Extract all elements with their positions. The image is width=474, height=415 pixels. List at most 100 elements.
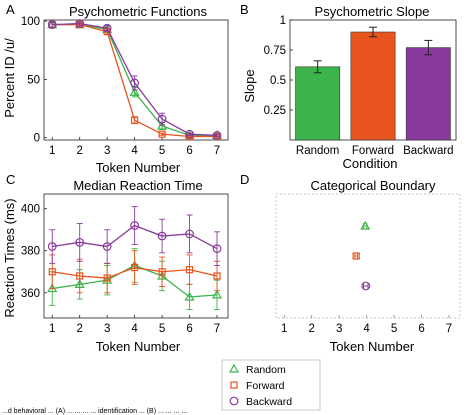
- legend-marker-random: [228, 363, 240, 373]
- y-tick-label: 380: [21, 246, 40, 258]
- y-tick-label: 360: [21, 288, 40, 300]
- panel-letter-c: C: [6, 172, 15, 187]
- plot-frame: [43, 19, 229, 141]
- data-point-backward: [75, 237, 85, 247]
- data-point-random: [211, 289, 223, 299]
- bar-forward: [350, 31, 396, 141]
- panel-letter-d: D: [240, 172, 249, 187]
- data-point-backward: [75, 19, 85, 28]
- y-tick-label: 100: [21, 16, 40, 28]
- y-tick-label: 0.25: [264, 105, 286, 117]
- x-tick-label: 4: [131, 145, 138, 157]
- x-tick-label: Forward: [352, 145, 394, 157]
- panel-a-xlabel: Token Number: [96, 160, 181, 175]
- panel-d-title: Categorical Boundary: [310, 178, 436, 193]
- x-tick-label: 3: [104, 145, 110, 157]
- figure-caption: ...d behavioral ... (A) ... ... ... ... …: [2, 408, 187, 415]
- x-tick-label: 2: [308, 323, 314, 335]
- bar-random: [295, 66, 341, 141]
- panel-b: B Psychometric Slope Condition Slope 0.2…: [240, 2, 457, 171]
- data-point-backward: [185, 129, 194, 139]
- x-tick-label: Random: [296, 145, 339, 157]
- panel-letter-b: B: [240, 2, 249, 17]
- data-point-random: [184, 291, 195, 301]
- panel-b-plot: 0.25 0.5 0.75 1 Random Forward Backward: [264, 15, 457, 157]
- data-point-backward: [361, 281, 371, 291]
- panel-c: C Median Reaction Time Token Number Reac…: [2, 172, 229, 354]
- panel-letter-a: A: [6, 2, 15, 17]
- data-point-backward: [130, 221, 140, 230]
- data-point-random: [47, 283, 58, 293]
- panel-d-xlabel: Token Number: [330, 339, 415, 354]
- plot-frame: [43, 193, 229, 319]
- panel-c-title: Median Reaction Time: [73, 178, 202, 193]
- data-point-forward: [76, 272, 84, 280]
- data-point-random: [157, 120, 168, 130]
- data-point-backward: [185, 229, 194, 239]
- x-tick-label: 2: [76, 145, 82, 157]
- data-point-backward: [47, 20, 57, 30]
- data-point-backward: [157, 231, 167, 241]
- x-tick-label: 5: [159, 145, 165, 157]
- x-tick-label: 5: [159, 323, 165, 335]
- legend-markers: [228, 363, 240, 406]
- data-point-forward: [185, 266, 194, 274]
- y-tick-label: 0.75: [264, 45, 286, 57]
- x-tick-label: 4: [131, 323, 138, 335]
- x-tick-label: 6: [186, 145, 192, 157]
- data-point-forward: [213, 272, 221, 280]
- x-tick-label: 2: [76, 323, 82, 335]
- data-point-backward: [47, 242, 57, 251]
- data-point-forward: [103, 274, 111, 282]
- x-tick-label: 4: [363, 323, 370, 335]
- data-point-forward: [158, 130, 166, 138]
- data-point-random: [129, 87, 140, 96]
- y-tick-label: 0: [34, 133, 40, 145]
- panel-b-ylabel: Slope: [242, 69, 257, 102]
- x-tick-label: 5: [391, 323, 397, 335]
- y-tick-label: 0.5: [270, 75, 286, 87]
- x-tick-label: 3: [104, 323, 110, 335]
- legend-marker-forward: [230, 381, 238, 389]
- x-tick-label: 1: [49, 323, 55, 335]
- data-point-backward: [212, 244, 222, 254]
- panel-b-xlabel: Condition: [343, 156, 398, 171]
- y-tick-label: 400: [21, 204, 40, 216]
- data-point-backward: [102, 23, 112, 33]
- data-point-random: [360, 220, 371, 230]
- x-tick-label: Backward: [403, 145, 454, 157]
- panel-c-xlabel: Token Number: [96, 339, 181, 354]
- plot-frame: [275, 193, 461, 319]
- bar-backward: [405, 47, 451, 141]
- data-point-forward: [48, 268, 56, 276]
- data-point-backward: [102, 242, 112, 251]
- panel-a-ylabel: Percent ID /u/: [2, 38, 17, 118]
- x-tick-label: 1: [281, 323, 287, 335]
- panel-c-plot: 1 2 3 4 5 6 7 360 380 400: [21, 193, 229, 335]
- data-point-backward: [157, 114, 167, 124]
- legend-label-random: Random: [246, 364, 286, 376]
- panel-d: D Categorical Boundary Token Number 1 2 3 4…: [240, 172, 461, 354]
- y-tick-label: 1: [280, 15, 286, 27]
- data-point-backward: [212, 130, 222, 140]
- data-point-forward: [352, 252, 360, 260]
- panel-a-plot: 1 2 3 4 5 6 7 0 50 100: [21, 16, 229, 157]
- panel-a: A Psychometric Functions Token Number Pe…: [2, 2, 229, 175]
- x-tick-label: 7: [214, 323, 220, 335]
- y-tick-label: 50: [27, 74, 40, 86]
- legend: Random Forward Backward: [221, 359, 321, 411]
- x-tick-label: 3: [336, 323, 342, 335]
- legend-marker-backward: [229, 396, 239, 406]
- panel-b-title: Psychometric Slope: [315, 4, 430, 19]
- panel-d-plot: 1 2 3 4 5 6 7: [275, 193, 461, 335]
- data-point-forward: [131, 116, 139, 124]
- legend-label-backward: Backward: [246, 396, 292, 408]
- x-tick-label: 6: [186, 323, 192, 335]
- x-tick-label: 1: [49, 145, 55, 157]
- data-point-forward: [131, 263, 139, 272]
- legend-label-forward: Forward: [246, 380, 285, 392]
- panel-a-title: Psychometric Functions: [69, 4, 207, 19]
- x-tick-label: 7: [446, 323, 452, 335]
- panel-c-ylabel: Reaction Times (ms): [2, 198, 17, 317]
